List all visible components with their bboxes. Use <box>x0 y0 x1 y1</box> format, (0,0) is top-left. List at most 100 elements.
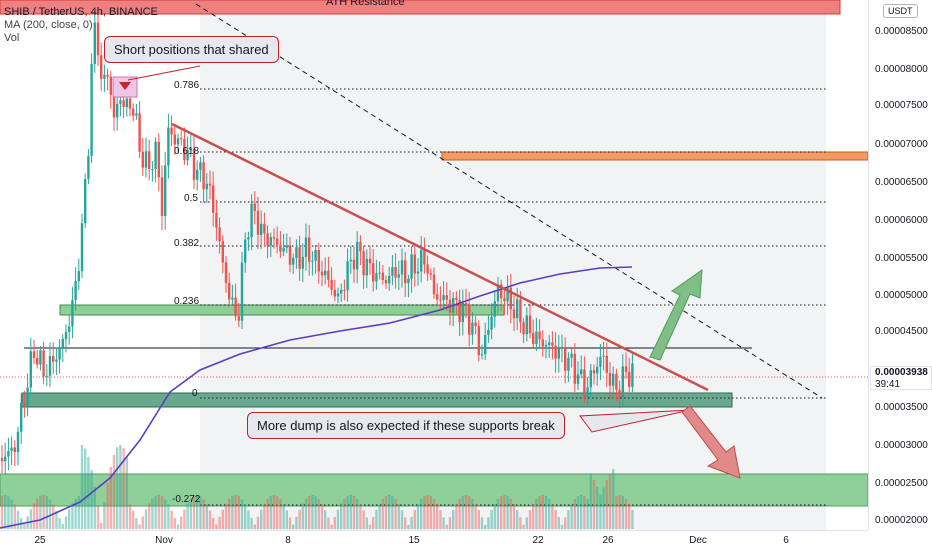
volume-bar <box>45 496 48 529</box>
volume-bar <box>586 498 589 529</box>
currency-badge[interactable]: USDT <box>883 4 918 18</box>
volume-bar <box>103 502 106 529</box>
candle-body <box>151 169 154 171</box>
candle-body <box>461 302 464 323</box>
volume-bar <box>372 516 375 529</box>
volume-bar <box>352 496 356 529</box>
volume-bar <box>362 510 365 529</box>
volume-bar <box>141 516 144 529</box>
candle-body <box>196 169 199 180</box>
up-arrow[interactable] <box>649 268 703 361</box>
volume-bar <box>551 503 554 529</box>
ma-legend[interactable]: MA (200, close, 0) <box>4 19 93 31</box>
down-arrow[interactable] <box>681 405 741 479</box>
volume-bar <box>583 495 586 529</box>
candle-body <box>160 177 164 217</box>
candle-body <box>388 275 391 284</box>
candle-body <box>192 148 196 180</box>
volume-bar <box>560 524 564 529</box>
price-label: 0.00002500 <box>875 478 928 489</box>
candle-body <box>132 108 135 116</box>
candle-body <box>365 258 368 276</box>
more-dump-callout[interactable]: More dump is also expected if these supp… <box>247 412 565 439</box>
volume-bar <box>439 510 442 529</box>
volume-bar <box>400 510 404 529</box>
chart-area[interactable]: SHIB / TetherUS, 4h, BINANCE MA (200, cl… <box>0 0 868 530</box>
candle-body <box>522 322 525 335</box>
volume-bar <box>407 524 410 529</box>
descending-trendline[interactable] <box>171 122 709 392</box>
price-label: 0.00008000 <box>875 64 928 75</box>
candle-body <box>240 262 244 321</box>
volume-bar <box>602 487 605 529</box>
volume-bar <box>330 524 333 529</box>
volume-bar <box>64 516 68 529</box>
dashed-trendline[interactable] <box>195 3 823 399</box>
candle-body <box>340 289 343 294</box>
volume-bar <box>292 524 295 529</box>
short-marker-icon <box>119 82 131 90</box>
current-price-tag: 0.00003938 39:41 <box>870 366 932 390</box>
candle-body <box>381 272 384 281</box>
price-scale[interactable]: USDT 0.00008500 0.00008000 0.00007500 0.… <box>868 0 932 530</box>
time-scale[interactable]: 25 Nov 8 15 22 26 Dec 6 <box>0 530 868 551</box>
symbol-title[interactable]: SHIB / TetherUS, 4h, BINANCE <box>4 6 158 18</box>
vol-legend[interactable]: Vol <box>4 32 20 44</box>
candle-body <box>612 373 615 386</box>
volume-bar <box>68 509 71 529</box>
candle-body <box>608 372 612 386</box>
volume-bar <box>100 522 103 529</box>
fib-label-0236: 0.236 <box>174 296 200 307</box>
orange-zone[interactable] <box>441 151 868 161</box>
volume-bar <box>343 498 346 529</box>
support-zone-low[interactable] <box>21 392 733 408</box>
volume-bar <box>628 503 631 529</box>
volume-bar <box>285 510 288 529</box>
volume-bar <box>192 495 196 529</box>
ath-resistance-zone[interactable] <box>0 0 841 15</box>
candle-body <box>397 274 400 278</box>
candle-body <box>429 273 432 275</box>
candle-body <box>141 151 144 168</box>
volume-bar <box>202 499 205 529</box>
price-label: 0.00005000 <box>875 290 928 301</box>
volume-bar <box>480 517 484 529</box>
volume-bar <box>288 517 292 529</box>
volume-bar <box>500 496 503 529</box>
volume-bar <box>295 516 298 529</box>
candle-body <box>58 347 61 360</box>
volume-bar <box>301 503 304 529</box>
candle-body <box>96 22 100 56</box>
candle-body <box>36 357 39 365</box>
candle-body <box>516 299 519 319</box>
candle-body <box>109 76 112 95</box>
volume-bar <box>93 486 96 529</box>
volume-bar <box>576 496 580 529</box>
bottom-support-zone[interactable] <box>0 473 868 507</box>
price-label: 0.00003000 <box>875 440 928 451</box>
candle-body <box>333 289 336 297</box>
volume-bar <box>314 496 317 529</box>
candle-body <box>74 281 77 301</box>
candle-body <box>352 259 356 270</box>
time-label: Dec <box>689 535 707 546</box>
candle-body <box>269 237 272 246</box>
candle-body <box>464 302 468 306</box>
volume-bar <box>112 454 116 529</box>
volume-bar <box>596 487 599 529</box>
candle-body <box>311 260 314 262</box>
candle-body <box>0 458 4 462</box>
candle-body <box>327 270 330 280</box>
price-label: 0.00008500 <box>875 26 928 37</box>
volume-bar <box>375 509 378 529</box>
volume-bar <box>365 517 368 529</box>
short-positions-callout[interactable]: Short positions that shared <box>104 36 279 63</box>
candle-body <box>477 326 480 356</box>
volume-bar <box>621 495 624 529</box>
candle-body <box>570 353 573 358</box>
candle-body <box>119 100 122 104</box>
volume-bar <box>221 509 224 529</box>
candle-body <box>557 348 560 359</box>
price-chart[interactable] <box>0 0 868 530</box>
volume-bar <box>186 503 189 529</box>
